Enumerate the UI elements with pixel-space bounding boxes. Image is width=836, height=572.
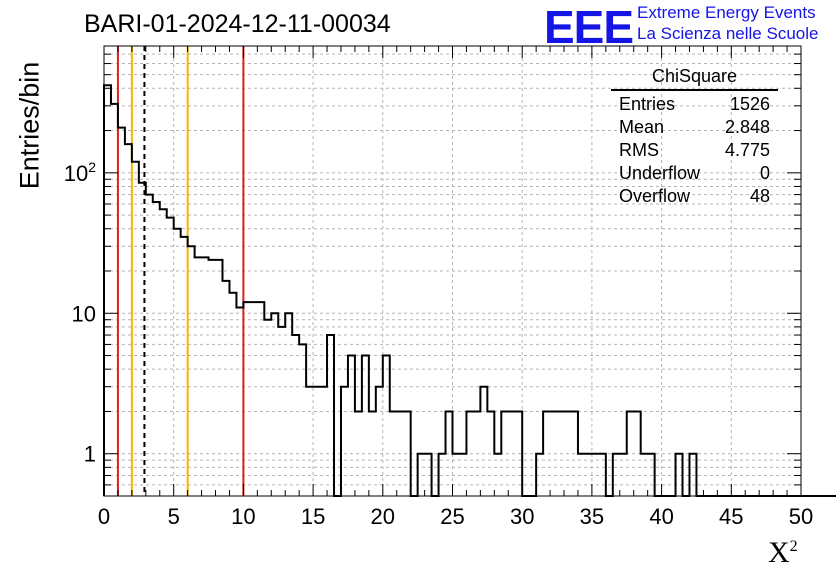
stats-value: 48 xyxy=(749,186,770,206)
x-tick-label: 15 xyxy=(301,504,325,529)
y-tick-label: 10 xyxy=(72,301,96,326)
stats-label: Overflow xyxy=(619,186,691,206)
x-tick-label: 20 xyxy=(371,504,395,529)
stats-box: ChiSquare Entries 1526 Mean 2.848 RMS 4.775… xyxy=(611,66,778,208)
x-tick-label: 50 xyxy=(789,504,813,529)
stats-label: RMS xyxy=(619,140,659,160)
y-tick-label-sup: 2 xyxy=(88,159,96,175)
x-tick-label: 5 xyxy=(168,504,180,529)
eee-logo: EEE xyxy=(544,1,634,53)
stats-label: Underflow xyxy=(619,163,701,183)
stats-label: Entries xyxy=(619,94,676,114)
x-axis-label-sup: 2 xyxy=(789,538,798,555)
x-tick-label: 40 xyxy=(649,504,673,529)
y-tick-label: 102 xyxy=(64,159,96,186)
x-tick-label: 10 xyxy=(231,504,255,529)
x-tick-label: 45 xyxy=(719,504,743,529)
x-tick-label: 30 xyxy=(510,504,534,529)
stats-value: 1526 xyxy=(729,94,770,114)
stats-value: 0 xyxy=(759,163,770,183)
stats-label: Mean xyxy=(619,117,665,137)
stats-row-mean: Mean 2.848 xyxy=(611,116,778,139)
stats-value: 4.775 xyxy=(724,140,770,160)
histogram-line xyxy=(103,84,836,497)
y-axis-label: Entries/bin xyxy=(14,61,45,190)
x-axis-label-base: X xyxy=(768,536,790,569)
logo-line-2: La Scienza nelle Scuole xyxy=(637,24,819,43)
stats-value: 2.848 xyxy=(724,117,770,137)
x-axis-label: X2 xyxy=(768,536,798,570)
stats-row-underflow: Underflow 0 xyxy=(611,162,778,185)
y-tick-label: 1 xyxy=(84,442,96,467)
stats-row-entries: Entries 1526 xyxy=(611,93,778,116)
x-tick-label: 35 xyxy=(580,504,604,529)
x-tick-label: 0 xyxy=(98,504,110,529)
logo-line-1: Extreme Energy Events xyxy=(637,3,816,22)
x-tick-label: 25 xyxy=(440,504,464,529)
stats-row-overflow: Overflow 48 xyxy=(611,185,778,208)
stats-row-rms: RMS 4.775 xyxy=(611,139,778,162)
axes xyxy=(103,45,802,497)
grid-lines xyxy=(104,46,801,496)
stats-title: ChiSquare xyxy=(611,66,778,91)
chart-title: BARI-01-2024-12-11-00034 xyxy=(84,10,391,38)
y-tick-label-base: 10 xyxy=(64,161,88,186)
histogram-series xyxy=(103,84,836,497)
